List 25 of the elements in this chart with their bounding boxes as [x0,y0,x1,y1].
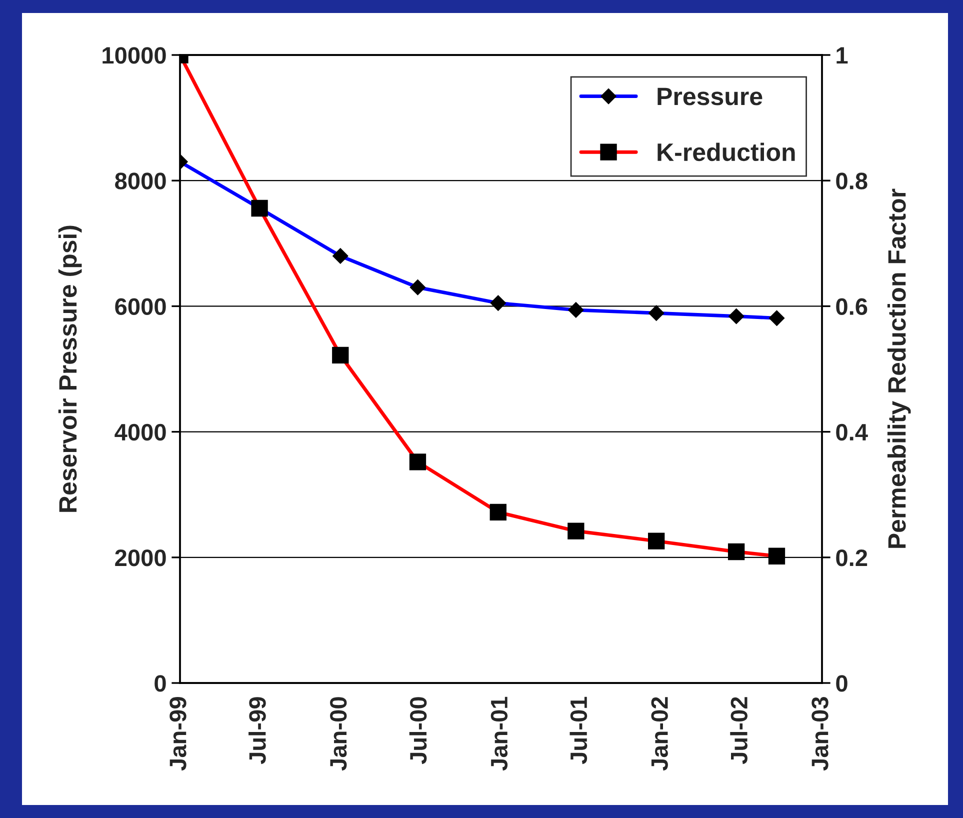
y-tick-label: 6000 [115,298,166,315]
y2-tick-label: 0.8 [836,172,868,190]
y-tick-label: 0 [154,675,166,692]
x-tick-label: Jan-00 [330,697,347,771]
y2-axis-title: Permeability Reduction Factor [887,188,911,548]
y2-tick-label: 0.6 [836,298,868,315]
y-tick-label: 2000 [115,549,166,566]
legend-label: K-reduction [658,142,795,162]
y2-tick-label: 0.4 [836,424,868,441]
x-tick-label: Jul-02 [730,697,748,764]
y-tick-label: 4000 [114,424,166,441]
x-tick-label: Jan-01 [490,696,508,771]
x-tick-label: Jan-03 [812,697,828,771]
y-tick-label: 8000 [115,172,166,190]
y2-tick-label: 0.2 [836,549,868,566]
x-tick-label: Jul-99 [248,697,266,764]
legend-label: Pressure [658,88,762,106]
y2-tick-label: 0 [836,675,848,692]
x-tick-label: Jan-99 [170,697,186,771]
y2-tick-label: 1 [836,47,848,64]
x-tick-label: Jul-01 [570,696,588,764]
y-axis-title: Reservoir Pressure (psi) [58,226,82,512]
y-tick-label: 10000 [102,47,166,64]
x-tick-label: Jul-00 [409,697,427,764]
x-tick-label: Jan-02 [651,697,668,771]
